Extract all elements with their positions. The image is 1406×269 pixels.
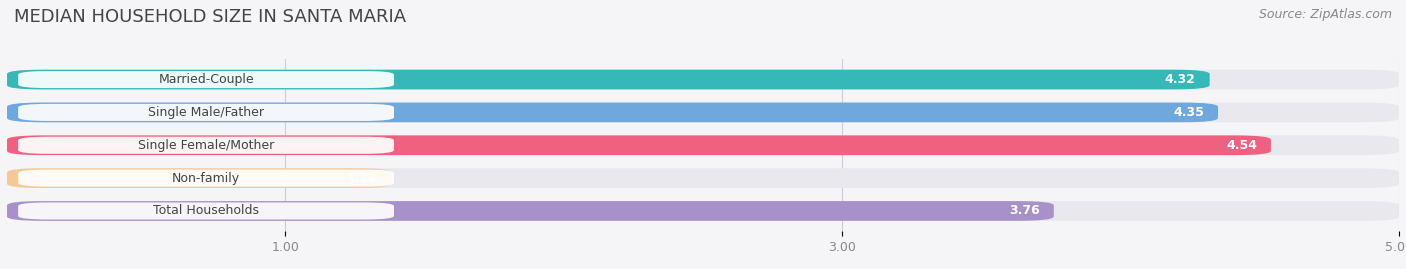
Text: 4.35: 4.35 bbox=[1173, 106, 1204, 119]
Text: 3.76: 3.76 bbox=[1010, 204, 1040, 217]
FancyBboxPatch shape bbox=[7, 201, 1053, 221]
Text: Single Female/Mother: Single Female/Mother bbox=[138, 139, 274, 152]
FancyBboxPatch shape bbox=[18, 71, 394, 88]
FancyBboxPatch shape bbox=[18, 203, 394, 220]
FancyBboxPatch shape bbox=[7, 168, 1399, 188]
Text: 1.38: 1.38 bbox=[346, 172, 377, 185]
FancyBboxPatch shape bbox=[18, 104, 394, 121]
FancyBboxPatch shape bbox=[18, 169, 394, 187]
FancyBboxPatch shape bbox=[7, 168, 391, 188]
FancyBboxPatch shape bbox=[7, 70, 1209, 89]
Text: Married-Couple: Married-Couple bbox=[159, 73, 254, 86]
FancyBboxPatch shape bbox=[7, 70, 1399, 89]
FancyBboxPatch shape bbox=[7, 135, 1399, 155]
Text: MEDIAN HOUSEHOLD SIZE IN SANTA MARIA: MEDIAN HOUSEHOLD SIZE IN SANTA MARIA bbox=[14, 8, 406, 26]
FancyBboxPatch shape bbox=[7, 201, 1399, 221]
Text: 4.54: 4.54 bbox=[1226, 139, 1257, 152]
FancyBboxPatch shape bbox=[7, 135, 1271, 155]
FancyBboxPatch shape bbox=[7, 102, 1218, 122]
FancyBboxPatch shape bbox=[18, 137, 394, 154]
Text: Non-family: Non-family bbox=[172, 172, 240, 185]
Text: Single Male/Father: Single Male/Father bbox=[148, 106, 264, 119]
Text: 4.32: 4.32 bbox=[1166, 73, 1195, 86]
Text: Total Households: Total Households bbox=[153, 204, 259, 217]
FancyBboxPatch shape bbox=[7, 102, 1399, 122]
Text: Source: ZipAtlas.com: Source: ZipAtlas.com bbox=[1258, 8, 1392, 21]
